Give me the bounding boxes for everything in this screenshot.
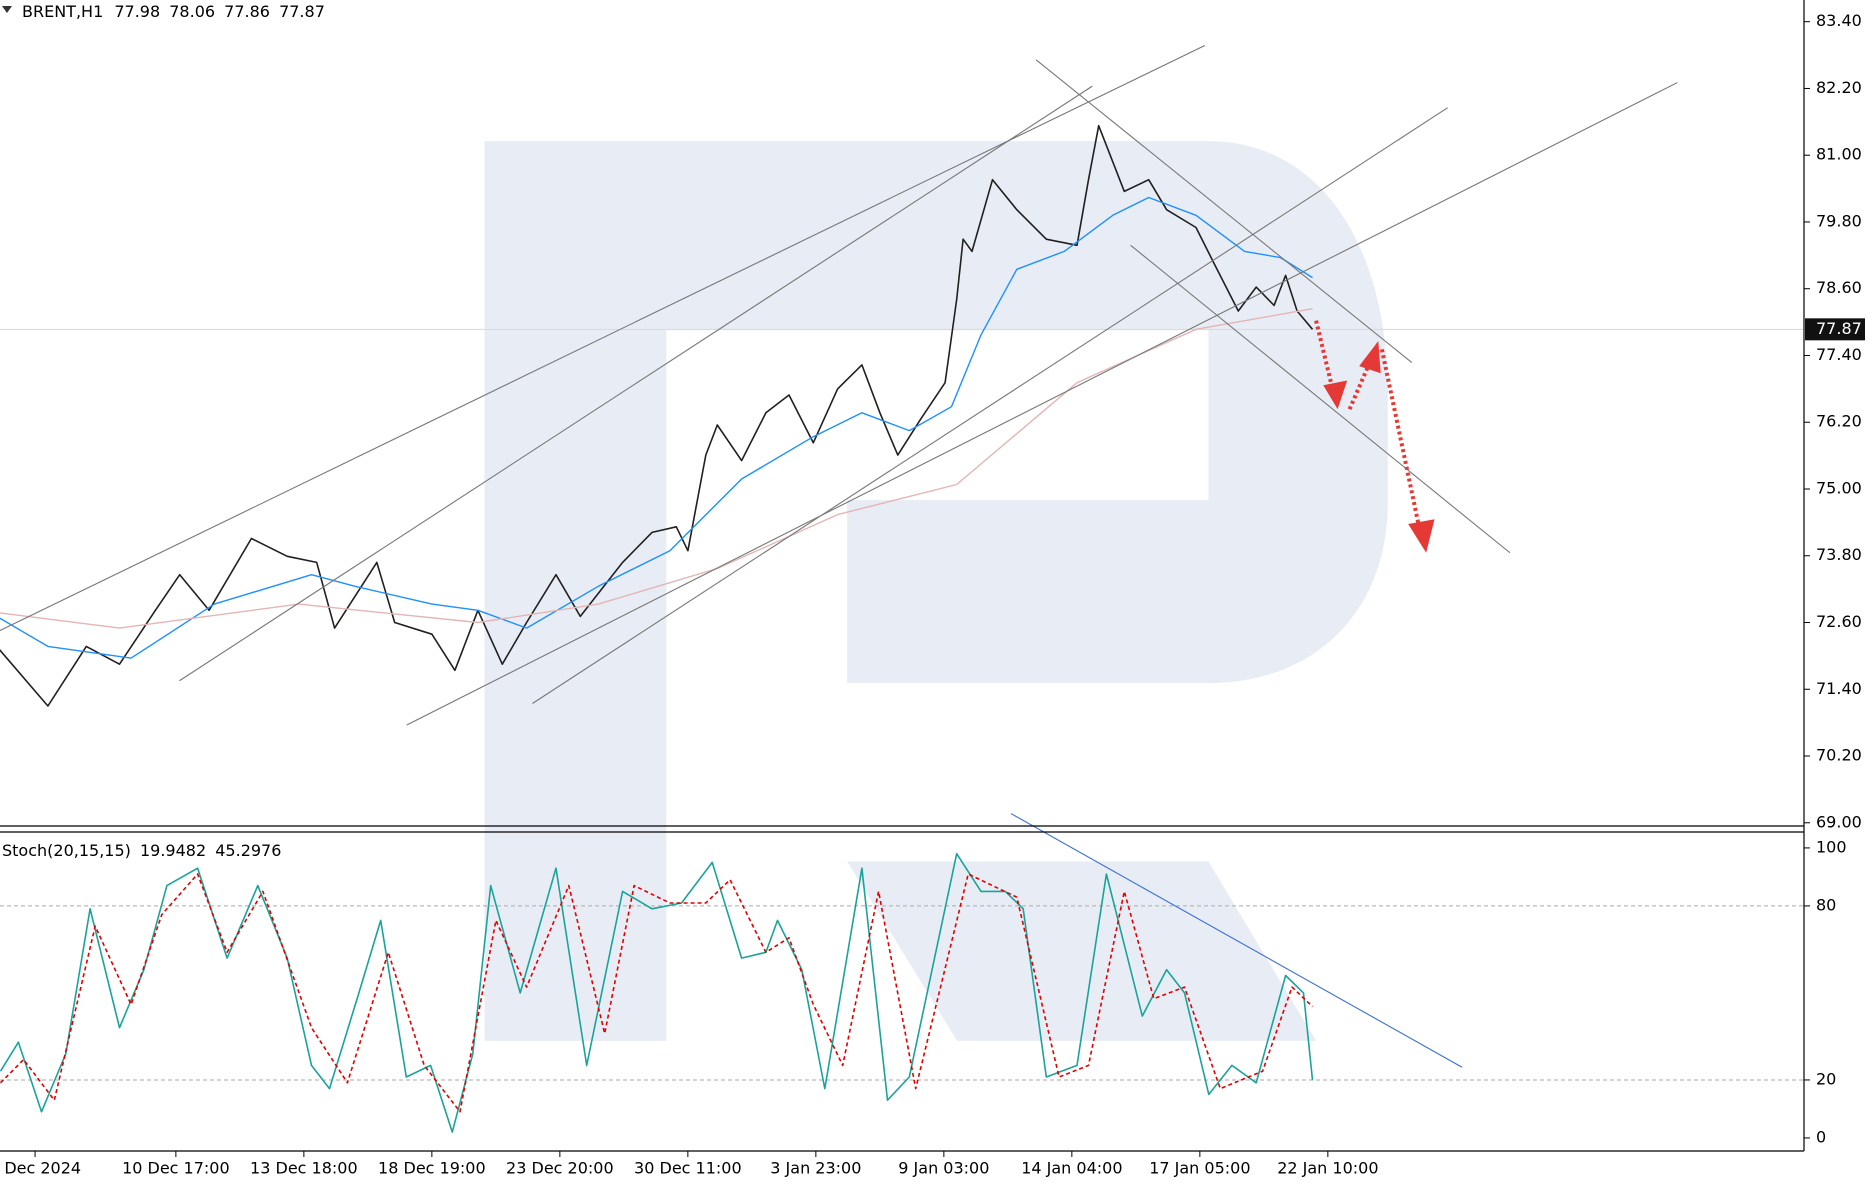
y-tick-label: 20	[1816, 1069, 1836, 1088]
y-tick-label: 69.00	[1816, 812, 1862, 831]
x-tick-label: 23 Dec 20:00	[506, 1159, 614, 1178]
series-line	[0, 196, 1313, 659]
logo-leg	[847, 861, 1317, 1041]
trend-line	[1036, 60, 1412, 363]
indicator-main: 19.9482	[140, 841, 206, 860]
trend-line	[407, 83, 1678, 725]
indicator-name: Stoch(20,15,15)	[2, 841, 131, 860]
trend-line	[1131, 245, 1510, 552]
x-tick-label: 9 Jan 03:00	[898, 1159, 989, 1178]
ohlc-low: 77.86	[224, 2, 270, 21]
ohlc-close: 77.87	[279, 2, 325, 21]
chart-header: BRENT,H1 77.98 78.06 77.86 77.87	[22, 2, 325, 21]
frame	[0, 0, 1805, 1152]
arrow-line	[1316, 321, 1332, 386]
ohlc-high: 78.06	[169, 2, 215, 21]
x-tick-label: 22 Jan 10:00	[1277, 1159, 1378, 1178]
symbol: BRENT,H1	[22, 2, 103, 21]
y-tick-label: 76.20	[1816, 412, 1862, 431]
x-tick-label: 14 Jan 04:00	[1021, 1159, 1122, 1178]
y-tick-label: 78.60	[1816, 278, 1862, 297]
y-tick-label: 80	[1816, 895, 1836, 914]
arrow-head	[1408, 519, 1435, 553]
y-tick-label: 75.00	[1816, 478, 1862, 497]
y-tick-label: 83.40	[1816, 11, 1862, 30]
y-tick-label: 77.40	[1816, 345, 1862, 364]
ohlc-open: 77.98	[114, 2, 160, 21]
series-line	[0, 873, 1314, 1113]
x-tick-label: 10 Dec 17:00	[122, 1159, 230, 1178]
arrow-head	[1359, 340, 1381, 374]
y-tick-label: 100	[1816, 837, 1847, 856]
indicator-header: Stoch(20,15,15) 19.9482 45.2976	[2, 841, 281, 860]
trend-line	[179, 86, 1092, 681]
logo-r	[484, 141, 1388, 1041]
forecast-arrows	[1316, 321, 1435, 553]
series-line	[0, 124, 1314, 707]
y-tick-label: 70.20	[1816, 746, 1862, 765]
indicator-signal: 45.2976	[215, 841, 281, 860]
x-tick-label: 3 Jan 23:00	[770, 1159, 861, 1178]
trend-line	[532, 108, 1447, 704]
y-tick-label: 73.80	[1816, 545, 1862, 564]
y-tick-label: 72.60	[1816, 612, 1862, 631]
x-tick-label: 17 Jan 05:00	[1149, 1159, 1250, 1178]
plot-layer: 83.40 82.20 81.00 79.80 78.60 77.40 76.20 75.00…	[0, 11, 1862, 1178]
arrow-head	[1323, 380, 1348, 410]
dropdown-icon[interactable]	[2, 6, 12, 13]
x-tick-label: 5 Dec 2024	[0, 1159, 81, 1178]
stoch-trend-line	[1011, 814, 1462, 1068]
y-tick-label: 71.40	[1816, 679, 1862, 698]
x-tick-label: 30 Dec 11:00	[634, 1159, 742, 1178]
trend-lines	[0, 45, 1677, 1067]
y-tick-label: 79.80	[1816, 211, 1862, 230]
arrow-line	[1350, 365, 1369, 409]
price-box-label: 77.87	[1816, 319, 1862, 338]
trend-line	[0, 45, 1205, 630]
x-tick-label: 18 Dec 19:00	[378, 1159, 486, 1178]
x-tick-label: 13 Dec 18:00	[250, 1159, 358, 1178]
y-tick-label: 0	[1816, 1127, 1826, 1146]
arrow-line	[1382, 349, 1419, 526]
y-tick-label: 82.20	[1816, 78, 1862, 97]
y-tick-label: 81.00	[1816, 145, 1862, 164]
price-box	[1805, 318, 1865, 341]
